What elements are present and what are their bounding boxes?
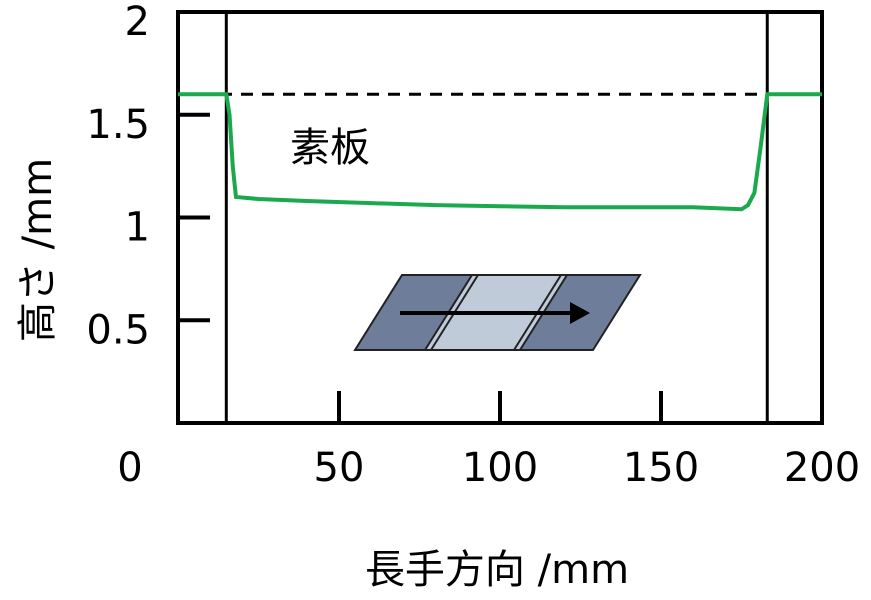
x-tick-label: 50 — [314, 445, 365, 491]
y-tick-label: 0.5 — [86, 307, 150, 353]
x-axis-label: 長手方向 /mm — [365, 547, 629, 593]
x-tick-label: 200 — [784, 445, 860, 491]
y-axis-label: 高さ /mm — [15, 158, 61, 342]
x-tick-label: 100 — [462, 445, 538, 491]
annotation: 素板 — [290, 125, 370, 171]
y-tick-label: 2 — [125, 0, 150, 45]
inset-diagram — [353, 274, 642, 351]
x-tick-label: 150 — [623, 445, 699, 491]
y-tick-label: 1 — [125, 205, 150, 251]
x-tick-label: 0 — [117, 445, 142, 491]
data-line — [178, 92, 822, 212]
plot-frame — [176, 10, 824, 425]
y-tick-label: 1.5 — [86, 102, 150, 148]
